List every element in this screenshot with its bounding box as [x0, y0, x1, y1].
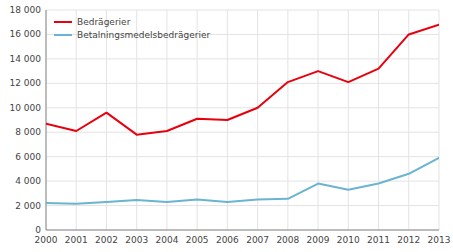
y-grid-line — [46, 205, 439, 206]
x-tick-label: 2013 — [428, 235, 451, 245]
x-grid-line — [318, 10, 319, 230]
y-tick-label: 4 000 — [15, 176, 41, 186]
y-grid-line — [46, 107, 439, 108]
y-tick-label: 14 000 — [10, 54, 42, 64]
x-tick-label: 2009 — [307, 235, 330, 245]
x-grid-line — [439, 10, 440, 230]
x-axis-line — [46, 230, 439, 231]
y-grid-line — [46, 181, 439, 182]
y-tick-label: 18 000 — [10, 5, 42, 15]
x-grid-line — [106, 10, 107, 230]
x-tick-label: 2004 — [155, 235, 178, 245]
x-grid-line — [408, 10, 409, 230]
x-tick-label: 2000 — [35, 235, 58, 245]
y-tick-label: 2 000 — [15, 201, 41, 211]
x-tick-label: 2002 — [95, 235, 118, 245]
x-grid-line — [257, 10, 258, 230]
y-grid-line — [46, 83, 439, 84]
x-grid-line — [76, 10, 77, 230]
x-grid-line — [197, 10, 198, 230]
legend-swatch — [54, 21, 72, 23]
axes: 0 2 000 4 000 6 000 8 000 10 000 12 000 14 000 1… — [10, 5, 451, 245]
x-tick-label: 2010 — [337, 235, 360, 245]
y-tick-label: 12 000 — [10, 78, 42, 88]
series-line — [46, 25, 439, 135]
y-grid-line — [46, 132, 439, 133]
x-grid-line — [46, 10, 47, 230]
x-grid-line — [166, 10, 167, 230]
x-tick-label: 2005 — [186, 235, 209, 245]
y-tick-label: 10 000 — [10, 103, 42, 113]
y-tick-label: 8 000 — [15, 127, 41, 137]
y-tick-label: 0 — [35, 225, 41, 235]
legend: Bedrägerier Betalningsmedelsbedrägerier — [54, 17, 210, 40]
legend-label: Betalningsmedelsbedrägerier — [77, 30, 210, 40]
y-grid-line — [46, 230, 439, 231]
x-grid-line — [348, 10, 349, 230]
y-tick-label: 6 000 — [15, 152, 41, 162]
x-grid-line — [378, 10, 379, 230]
chart-container: 0 2 000 4 000 6 000 8 000 10 000 12 000 14 000 1… — [0, 0, 453, 252]
x-grid-line — [287, 10, 288, 230]
y-grid-line — [46, 156, 439, 157]
y-grid-line — [46, 10, 439, 11]
y-grid-line — [46, 58, 439, 59]
x-tick-label: 2012 — [397, 235, 420, 245]
legend-swatch — [54, 34, 72, 36]
series-line — [46, 158, 439, 204]
x-tick-label: 2003 — [125, 235, 148, 245]
x-grid-line — [136, 10, 137, 230]
x-tick-label: 2001 — [65, 235, 88, 245]
y-tick-label: 16 000 — [10, 29, 42, 39]
x-tick-label: 2007 — [246, 235, 269, 245]
x-tick-label: 2008 — [276, 235, 299, 245]
x-tick-label: 2006 — [216, 235, 239, 245]
x-tick-label: 2011 — [367, 235, 390, 245]
legend-label: Bedrägerier — [77, 17, 131, 27]
chart-svg: 0 2 000 4 000 6 000 8 000 10 000 12 000 14 000 1… — [0, 0, 453, 252]
grid — [46, 10, 439, 230]
y-axis-line — [46, 10, 47, 230]
lines — [46, 25, 439, 204]
